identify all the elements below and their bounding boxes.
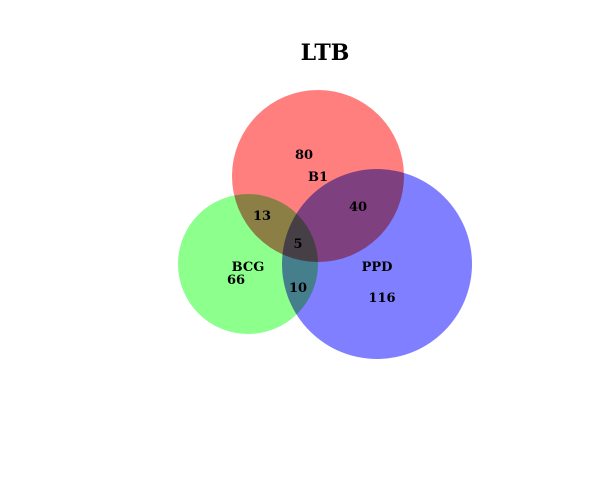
count-bcg-ppd: 10: [289, 281, 307, 296]
count-ppd-only: 116: [368, 291, 395, 306]
count-bcg-only: 66: [227, 273, 245, 288]
count-b1-ppd: 40: [349, 200, 367, 215]
count-all-three: 5: [293, 237, 302, 252]
set-label-bcg: BCG: [232, 260, 265, 275]
set-label-ppd: PPD: [362, 260, 393, 275]
set-label-b1: B1: [308, 170, 328, 185]
count-b1-only: 80: [295, 148, 313, 163]
diagram-title: LTB: [301, 40, 350, 66]
count-b1-bcg: 13: [253, 209, 271, 224]
set-circle-bcg: [178, 194, 318, 334]
set-circle-ppd: [282, 169, 472, 359]
